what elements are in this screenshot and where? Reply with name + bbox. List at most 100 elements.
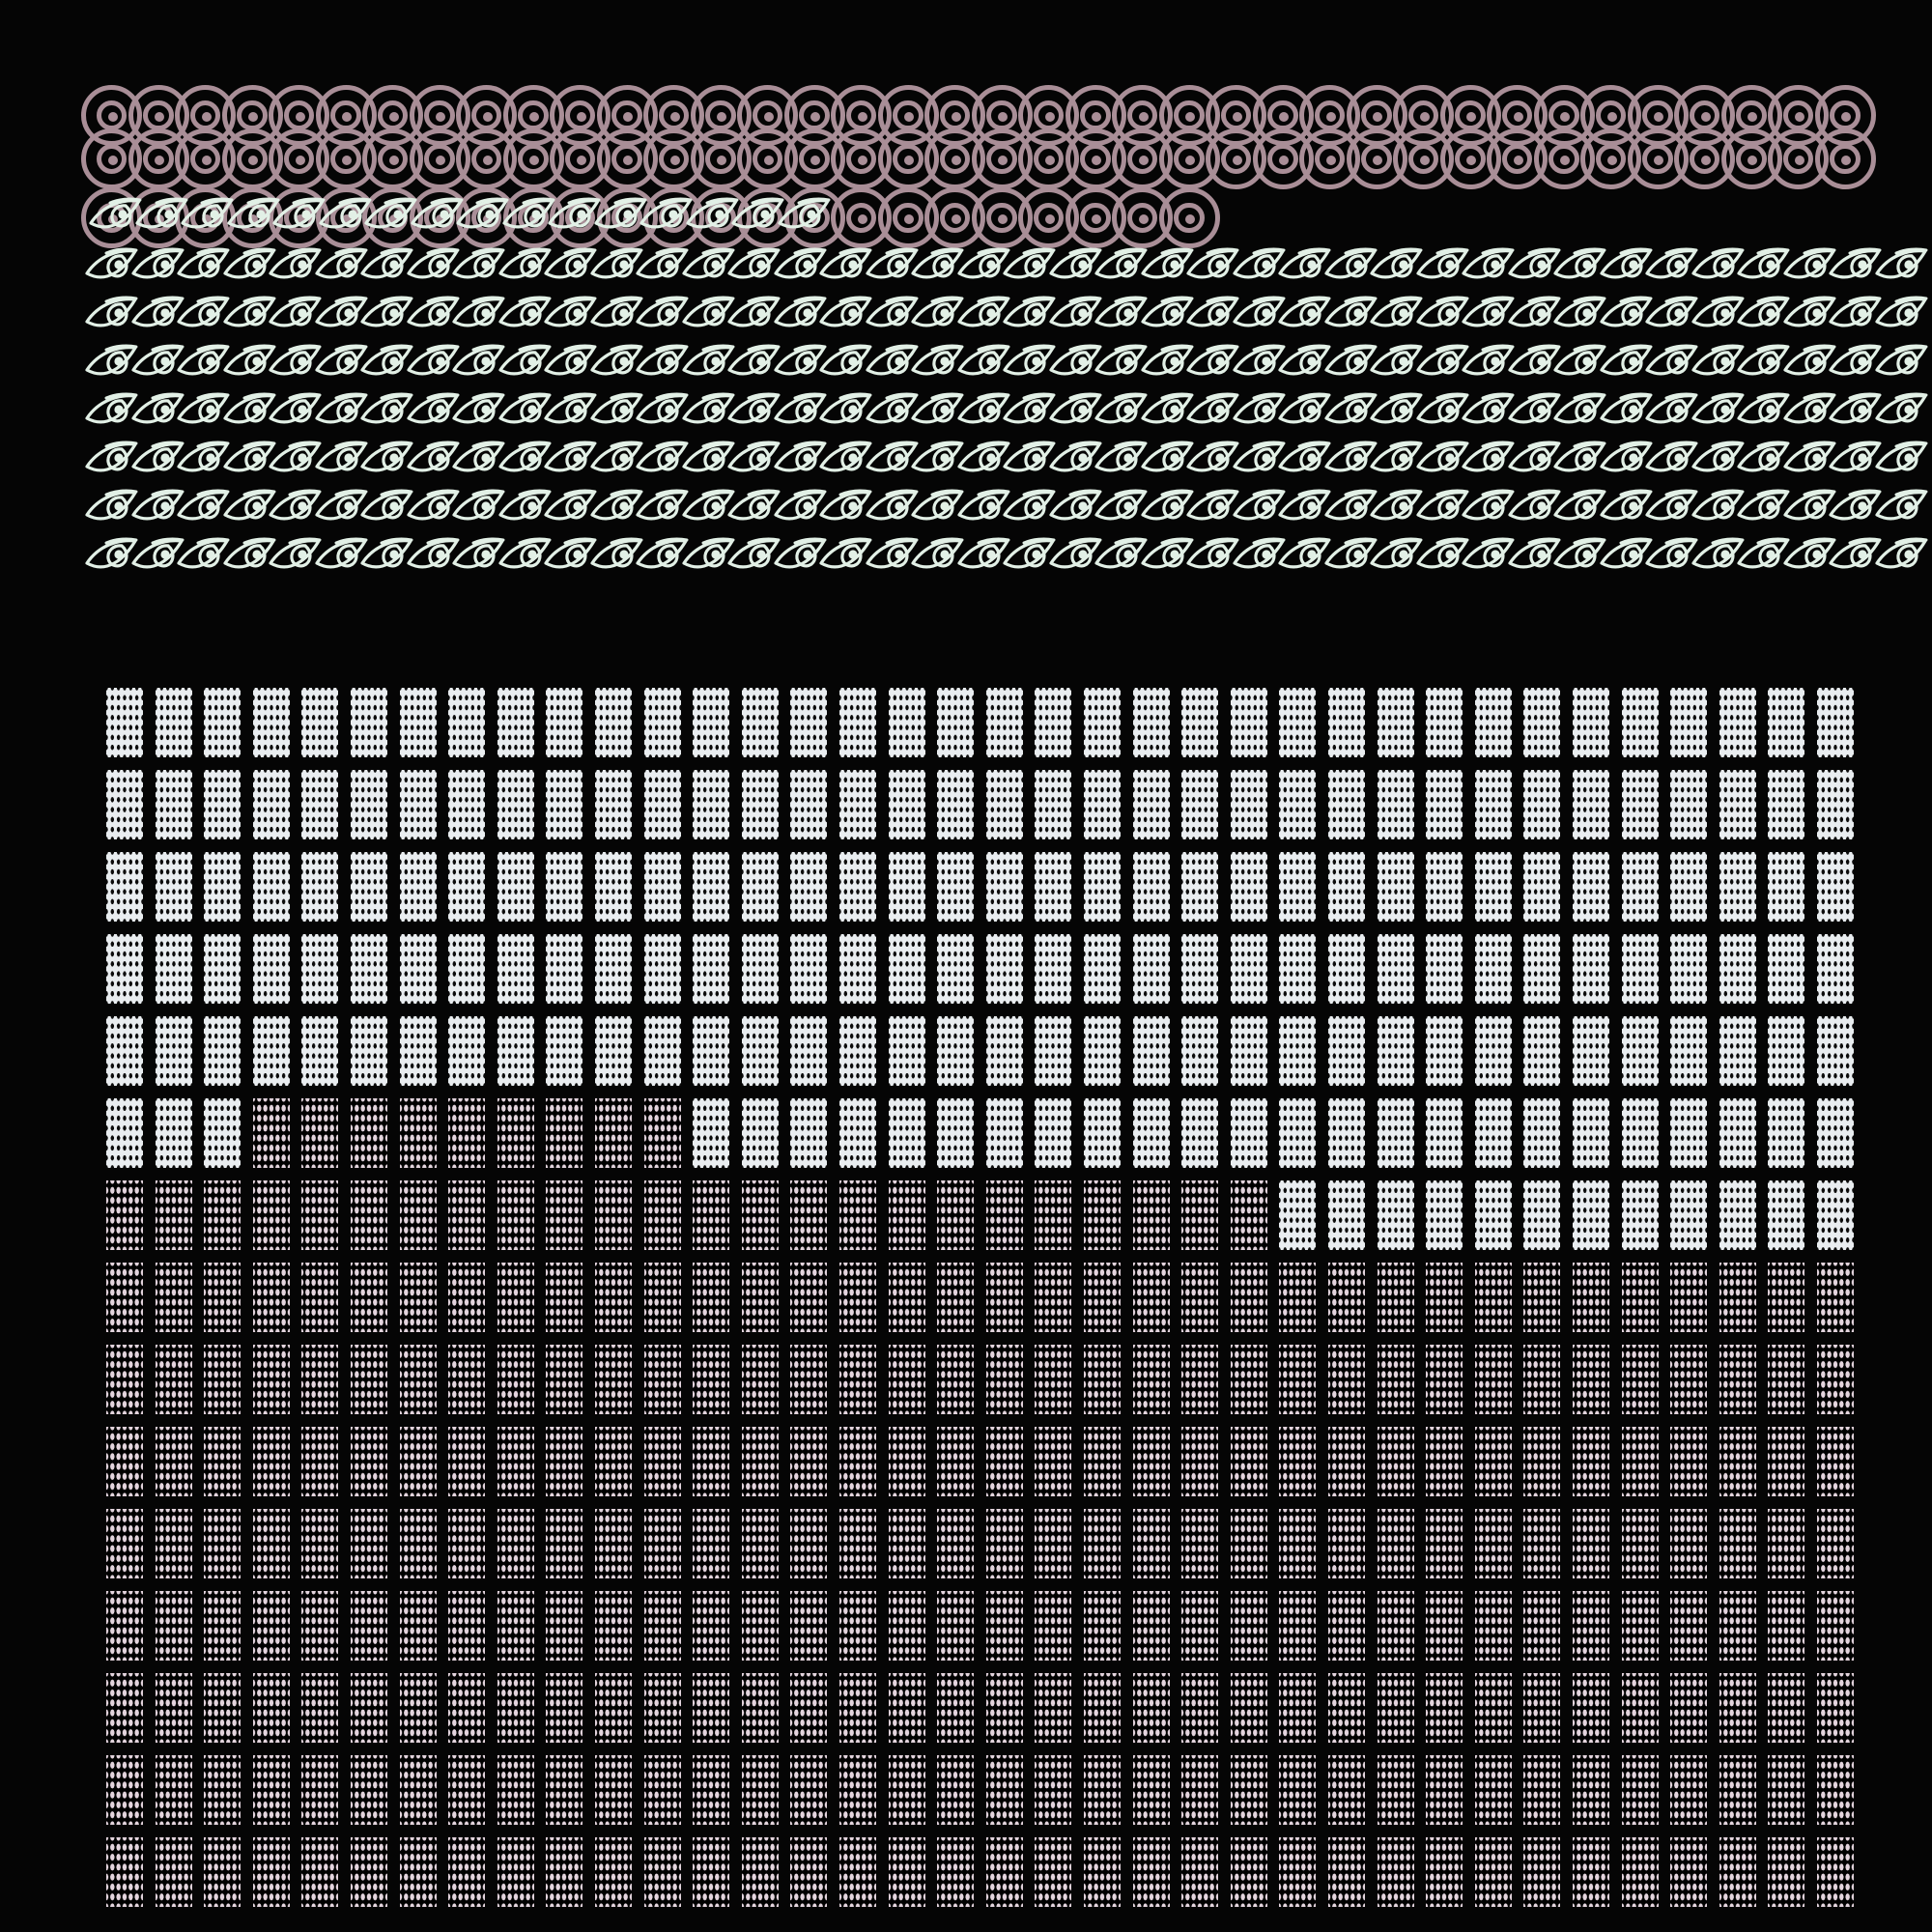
eye-icon [1553,340,1607,388]
eye-icon [1690,437,1746,485]
dotted-cell [1328,1673,1365,1743]
dotted-cell [839,1427,876,1496]
dotted-cell [1621,1837,1659,1907]
dotted-cell [1279,1673,1317,1743]
dotted-cell [1279,1098,1317,1168]
dotted-cell [839,688,876,757]
eye-icon [773,340,828,388]
dotted-cell [1670,1509,1708,1578]
dotted-cell [252,1345,290,1414]
eye-icon [1553,437,1607,485]
eye-icon [1278,388,1332,437]
dotted-cell [399,1673,437,1743]
eye-icon [544,533,598,582]
eye-icon [911,533,965,582]
dotted-cell [1181,1837,1219,1907]
dotted-cell [1279,770,1317,839]
dotted-cell [790,1263,828,1332]
dotted-cell [155,934,192,1004]
dotted-cell [1474,1837,1512,1907]
dotted-cell [595,770,632,839]
eye-icon [681,340,736,388]
dotted-cell [155,1837,192,1907]
dotted-cell [790,1016,828,1086]
dotted-cell [1523,1509,1561,1578]
dotted-cell [595,1591,632,1661]
dotted-cell [1230,1016,1267,1086]
dotted-cell [252,1755,290,1825]
dotted-cell [595,1180,632,1250]
dotted-cell [790,1180,828,1250]
dotted-cell [741,1755,779,1825]
dotted-cell [1768,1345,1805,1414]
eye-icon [497,292,553,340]
eye-icon [1690,388,1746,437]
dotted-cell [888,1755,925,1825]
dotted-cell [204,1263,242,1332]
dotted-cell [204,770,242,839]
eye-icon [1370,292,1424,340]
eye-icon [222,243,277,292]
dotted-cell [693,1755,730,1825]
dotted-cell [1523,934,1561,1004]
dotted-cell [1573,852,1609,922]
dotted-cell [1377,1837,1414,1907]
eye-icon [865,485,920,533]
dotted-cell [937,1180,975,1250]
eye-icon [85,533,139,582]
eye-icon [1462,243,1516,292]
dotted-cell [399,1098,437,1168]
dotted-cell [985,1509,1023,1578]
eye-icon [865,292,920,340]
dotted-cell [790,1673,828,1743]
dotted-cell [643,1673,681,1743]
dotted-cell [1426,934,1463,1004]
dotted-cell [790,1755,828,1825]
eye-icon [177,533,231,582]
eye-icon [911,485,965,533]
dotted-cell [1523,770,1561,839]
dotted-cell [693,1509,730,1578]
dotted-cell [985,1180,1023,1250]
dotted-cell [839,852,876,922]
dotted-cell [399,688,437,757]
dotted-cell [595,1263,632,1332]
dotted-cell [155,1673,192,1743]
eye-icon [681,292,736,340]
eye-icon [85,292,139,340]
eye-icon [318,193,373,242]
eye-icon [1232,340,1287,388]
eye-icon [1737,292,1791,340]
dotted-cell [448,1673,486,1743]
dotted-cell [1719,1263,1756,1332]
eye-icon [1323,533,1378,582]
dotted-cell [985,770,1023,839]
dotted-cell [448,1098,486,1168]
dotted-cell [741,1016,779,1086]
dotted-cell [497,852,534,922]
eye-icon [1874,340,1929,388]
dotted-cell [595,1016,632,1086]
dotted-cell [937,770,975,839]
dotted-cell [985,1837,1023,1907]
dotted-cell [888,1673,925,1743]
dotted-cell [252,1180,290,1250]
eye-icon [314,437,369,485]
dotted-cell [1719,1591,1756,1661]
dotted-cell [1328,1837,1365,1907]
eye-icon [1186,340,1240,388]
dotted-cell [643,1427,681,1496]
dotted-cell [1621,1263,1659,1332]
dotted-cell [497,1673,534,1743]
eye-icon [731,193,785,242]
eye-icon [85,388,139,437]
dotted-cell [888,1345,925,1414]
dotted-cell [1084,1016,1121,1086]
dotted-cell [301,1345,339,1414]
eye-icon [865,243,920,292]
dotted-cell [643,1016,681,1086]
dotted-cell [888,1427,925,1496]
dotted-cell [1328,688,1365,757]
eye-icon [911,243,965,292]
eye-icon [314,533,369,582]
